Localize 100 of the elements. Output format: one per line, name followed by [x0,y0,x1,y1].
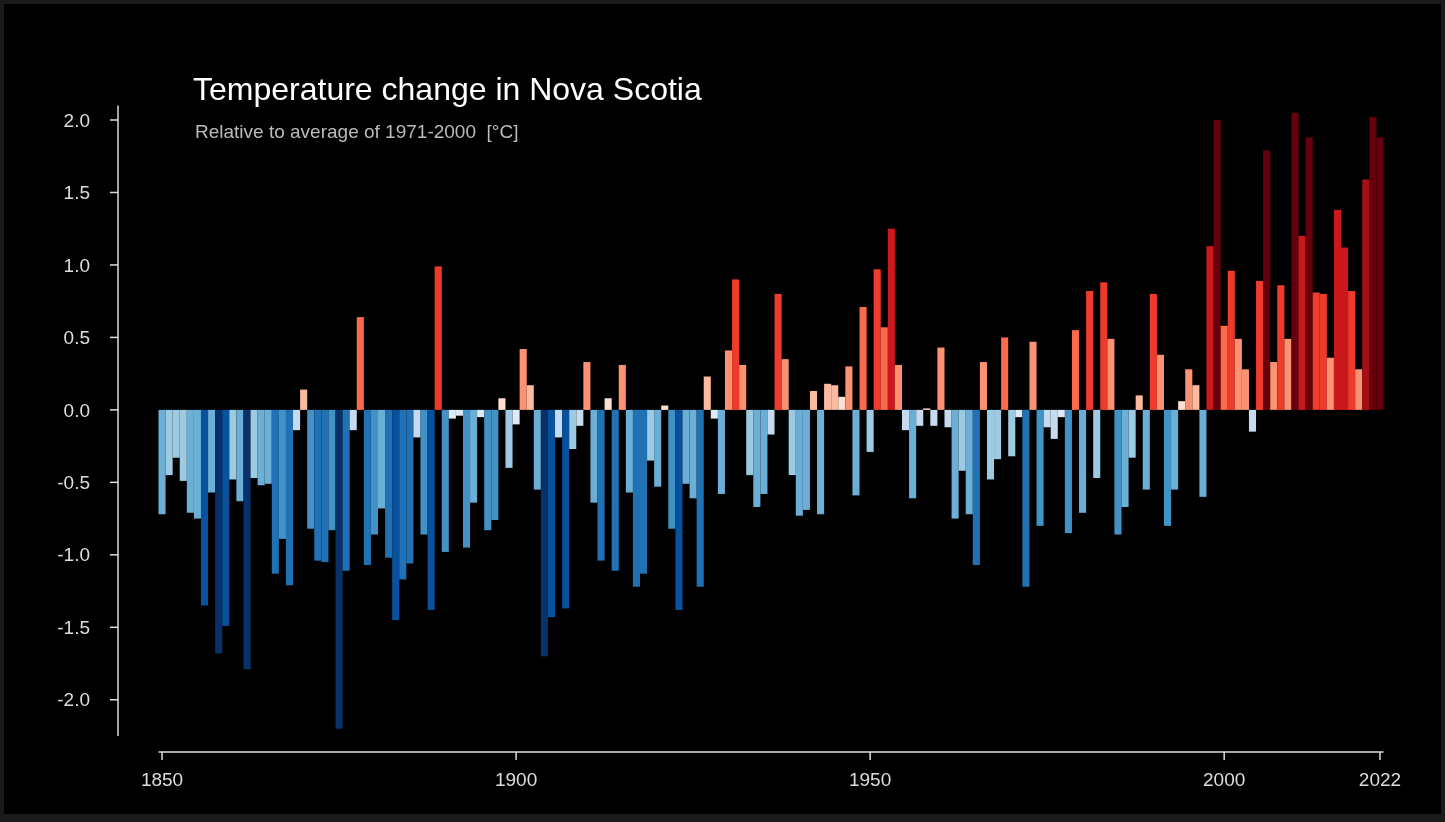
bar [944,409,952,428]
bar [307,409,315,529]
bar [498,398,506,410]
y-tick-label: -2.0 [57,689,90,711]
bar [866,409,874,452]
y-tick-label: 0.5 [63,327,90,349]
bar [1121,409,1129,507]
x-tick-label: 2022 [1358,769,1402,790]
bar [547,409,556,618]
bar [1348,291,1356,410]
bar [817,409,825,515]
bar [717,409,725,494]
bar [519,349,527,410]
bar [1263,150,1271,410]
bar [540,409,548,657]
bar [781,359,789,410]
bar [1326,357,1334,410]
bar [1008,409,1016,457]
bar [845,366,853,410]
bar [604,398,612,410]
bar [1100,282,1108,410]
bar [668,409,676,529]
bar [809,391,818,410]
bar [1128,409,1136,458]
bar [902,409,910,431]
y-tick-label: -1.0 [57,544,90,566]
bar [512,409,520,425]
bar [732,279,740,410]
bar [894,364,902,410]
bar [1227,270,1235,410]
bar [703,376,711,410]
bar [222,409,230,626]
bar [1086,291,1094,410]
bar [158,409,166,515]
bar [767,409,775,435]
bar [1284,338,1292,410]
bar [590,409,598,503]
bar [583,362,591,410]
bar [710,409,718,419]
bar [1355,369,1363,410]
bar [1248,409,1257,432]
text: Relative to average of 1971-2000 [°C] [195,121,519,142]
bar [208,409,216,493]
bar [1022,409,1030,587]
bar [1163,409,1172,526]
bar [335,409,343,729]
bar [1107,338,1115,410]
bar [625,409,633,493]
bar [434,266,442,410]
bar [420,409,428,535]
bar [1149,293,1157,410]
x-tick-label: 2000 [1203,769,1246,790]
bar [477,409,485,418]
bar [533,409,541,490]
bar [774,293,782,410]
bar [1015,409,1023,418]
bar [1270,362,1278,410]
bar [526,385,534,410]
bar [887,228,895,410]
bar [930,409,938,426]
bar [1071,330,1080,410]
bar [852,409,860,496]
bar [470,409,478,503]
bar [1001,337,1009,410]
bar [597,409,605,561]
bar [958,409,966,471]
bar [1171,409,1179,490]
bar [611,409,619,571]
bar [293,409,301,431]
bar [200,409,209,606]
bar [1256,280,1264,410]
bar [1114,409,1122,535]
bar [363,409,371,565]
bar [370,409,379,535]
bar [278,409,286,539]
y-tick-label: 1.5 [63,182,90,204]
bar [1362,179,1370,410]
bar [356,317,364,410]
bar [1135,395,1143,410]
y-tick-label: 2.0 [63,109,90,131]
bar [724,350,733,410]
bar [462,409,471,548]
y-tick-label: -1.5 [57,616,90,638]
bar [378,409,386,509]
bar [1178,401,1186,410]
bar [937,347,945,410]
bar [427,409,435,610]
bar [271,409,279,574]
bar [555,409,563,438]
bar [1142,409,1150,490]
y-tick-label: 1.0 [63,254,90,276]
bar [654,409,662,487]
bar [1220,325,1228,410]
bar [1057,409,1065,418]
bar [951,409,959,519]
bar [1291,112,1299,410]
bar [243,409,251,670]
bar [229,409,237,480]
bar [1185,369,1193,410]
bar [285,409,294,586]
